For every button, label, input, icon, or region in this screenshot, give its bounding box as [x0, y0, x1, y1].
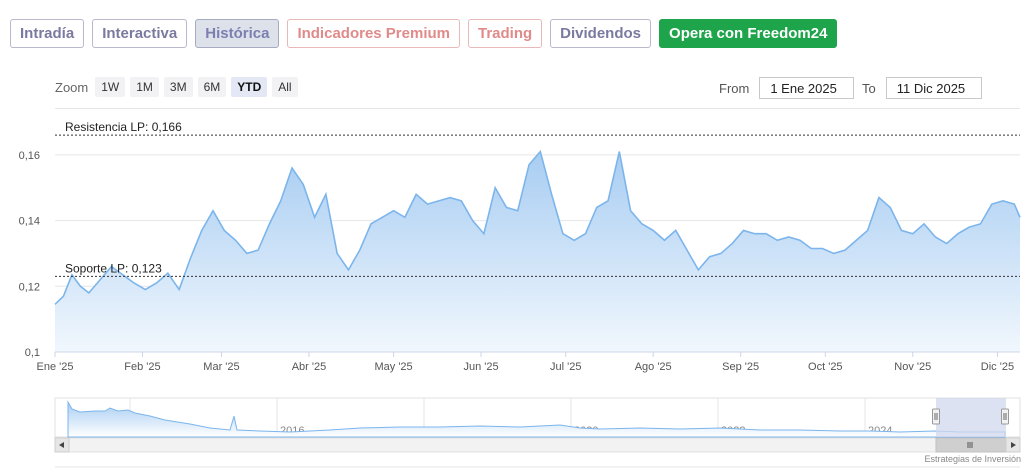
price-area-fill: [55, 151, 1020, 352]
navigator-selection[interactable]: [936, 398, 1006, 437]
scroll-left-arrow-icon: [59, 442, 64, 448]
date-range-to: To 11 Dic 2025: [862, 77, 982, 99]
navigator-handle[interactable]: [932, 408, 940, 425]
scroll-right-arrow-icon: [1011, 442, 1016, 448]
x-tick-label: Mar '25: [203, 361, 239, 373]
x-tick-label: Dic '25: [981, 361, 1014, 373]
from-date-input[interactable]: 1 Ene 2025: [759, 77, 855, 99]
y-tick-label: 0,1: [25, 347, 40, 359]
y-tick-label: 0,14: [19, 216, 40, 228]
y-tick-label: 0,12: [19, 281, 40, 293]
zoom-button-all[interactable]: All: [272, 77, 298, 97]
x-tick-label: Abr '25: [292, 361, 327, 373]
tab-interactiva[interactable]: Interactiva: [92, 19, 188, 48]
y-tick-label: 0,16: [19, 150, 40, 162]
tab-dividendos[interactable]: Dividendos: [550, 19, 652, 48]
annotation-label: Soporte LP: 0,123: [65, 261, 162, 275]
zoom-button-1w[interactable]: 1W: [95, 77, 126, 97]
credit-text: Estrategias de Inversión: [924, 454, 1021, 464]
zoom-button-6m[interactable]: 6M: [197, 77, 227, 97]
x-tick-label: Sep '25: [722, 361, 759, 373]
date-range-from: From 1 Ene 2025: [719, 77, 855, 99]
zoom-button-1m[interactable]: 1M: [130, 77, 159, 97]
x-tick-label: Jun '25: [463, 361, 498, 373]
navigator-series: [67, 400, 1006, 438]
x-tick-label: Nov '25: [894, 361, 931, 373]
scrollbar-track[interactable]: [54, 437, 1021, 453]
tab-opera-con-freedom24[interactable]: Opera con Freedom24: [659, 19, 838, 48]
navigator-handle[interactable]: [1001, 408, 1009, 425]
x-tick-label: Jul '25: [550, 361, 581, 373]
divider-top: [55, 108, 1020, 109]
x-tick-label: May '25: [375, 361, 413, 373]
zoom-label: Zoom: [55, 79, 89, 95]
x-tick-label: Feb '25: [124, 361, 160, 373]
x-tick-label: Ago '25: [635, 361, 672, 373]
tab-trading[interactable]: Trading: [468, 19, 543, 48]
zoom-controls: Zoom 1W 1M 3M 6M YTD All: [55, 77, 298, 97]
tab-intrad-a[interactable]: Intradía: [10, 19, 85, 48]
tab-indicadores-premium[interactable]: Indicadores Premium: [287, 19, 460, 48]
zoom-button-ytd[interactable]: YTD: [231, 77, 268, 97]
x-tick-label: Oct '25: [808, 361, 843, 373]
to-date-input[interactable]: 11 Dic 2025: [885, 77, 982, 99]
tab-hist-rica[interactable]: Histórica: [195, 19, 280, 48]
scrollbar-thumb[interactable]: [935, 437, 1007, 453]
x-tick-label: Ene '25: [37, 361, 74, 373]
tab-bar: Intradía Interactiva Histórica Indicadores …: [10, 19, 838, 48]
price-series-line: [54, 149, 1021, 305]
to-label: To: [862, 80, 876, 96]
from-label: From: [719, 80, 750, 96]
zoom-button-3m[interactable]: 3M: [163, 77, 193, 97]
annotation-label: Resistencia LP: 0,166: [65, 120, 182, 134]
